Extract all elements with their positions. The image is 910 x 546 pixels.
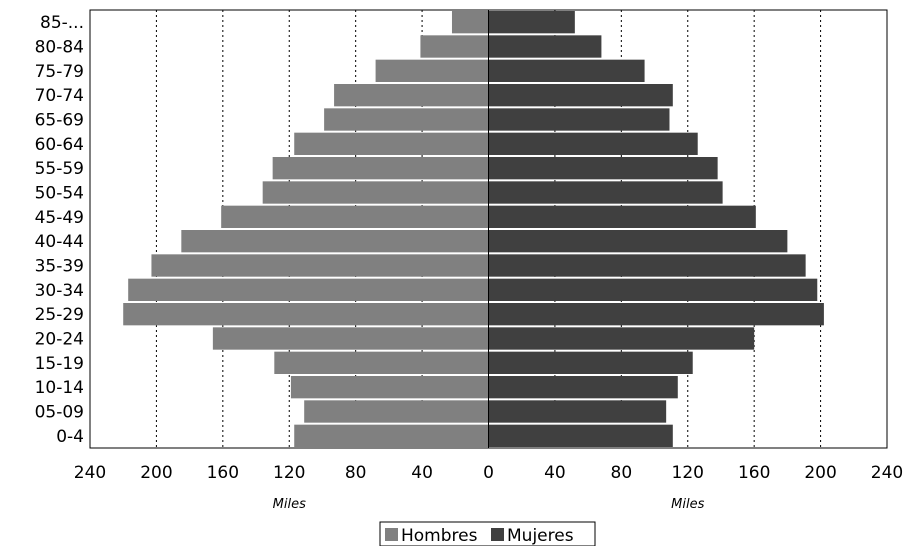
- bar-hombres: [304, 400, 489, 423]
- x-tick-label: 120: [273, 463, 305, 483]
- category-label: 45-49: [35, 208, 84, 228]
- bar-hombres: [274, 351, 489, 374]
- bar-hombres: [375, 59, 489, 82]
- x-tick-label: 40: [411, 463, 433, 483]
- category-label: 70-74: [35, 86, 84, 106]
- x-tick-label: 160: [738, 463, 770, 483]
- bar-mujeres: [488, 181, 723, 204]
- bar-mujeres: [488, 254, 806, 277]
- bar-mujeres: [488, 205, 756, 228]
- bar-hombres: [294, 132, 489, 155]
- bar-hombres: [334, 84, 489, 107]
- bars-group: [123, 10, 824, 448]
- category-label: 30-34: [35, 281, 84, 301]
- x-tick-label: 200: [804, 463, 836, 483]
- legend-swatch-mujeres: [491, 528, 504, 541]
- legend-label-hombres: Hombres: [401, 526, 478, 546]
- category-label: 65-69: [35, 111, 84, 131]
- legend: Hombres Mujeres: [379, 521, 596, 546]
- bar-hombres: [420, 35, 489, 58]
- x-axis-unit-left: Miles: [273, 497, 306, 512]
- x-tick-label: 240: [74, 463, 106, 483]
- x-axis-unit-right: Miles: [671, 497, 704, 512]
- bar-hombres: [212, 327, 489, 350]
- grid-lines: [155, 10, 822, 448]
- bar-hombres: [272, 157, 489, 180]
- category-label: 05-09: [35, 403, 84, 423]
- bar-hombres: [451, 11, 489, 34]
- bar-hombres: [151, 254, 489, 277]
- category-label: 10-14: [35, 378, 84, 398]
- x-tick-label: 80: [611, 463, 633, 483]
- bar-hombres: [123, 303, 489, 326]
- x-tick-labels: 240 200 160 120 80 40 0 40 80 120 160 200 240: [74, 463, 903, 483]
- x-tick-label: 240: [871, 463, 903, 483]
- bar-mujeres: [488, 400, 667, 423]
- category-label: 20-24: [35, 330, 84, 350]
- bar-mujeres: [488, 11, 575, 34]
- bar-mujeres: [488, 108, 670, 131]
- bar-mujeres: [488, 59, 645, 82]
- bar-hombres: [324, 108, 489, 131]
- legend-label-mujeres: Mujeres: [507, 526, 574, 546]
- category-label: 15-19: [35, 354, 84, 374]
- category-label: 35-39: [35, 257, 84, 277]
- x-tick-label: 160: [207, 463, 239, 483]
- bar-hombres: [294, 424, 489, 447]
- category-label: 80-84: [35, 38, 84, 58]
- category-label: 25-29: [35, 305, 84, 325]
- category-label: 50-54: [35, 184, 84, 204]
- category-label: 40-44: [35, 232, 84, 252]
- bar-mujeres: [488, 351, 693, 374]
- bar-mujeres: [488, 132, 698, 155]
- legend-box: [379, 521, 596, 546]
- bar-mujeres: [488, 157, 718, 180]
- bar-mujeres: [488, 84, 673, 107]
- bar-hombres: [290, 376, 489, 399]
- category-label: 55-59: [35, 159, 84, 179]
- bar-mujeres: [488, 230, 788, 253]
- category-label: 85-...: [40, 13, 84, 33]
- bar-mujeres: [488, 327, 755, 350]
- plot-frame: [89, 9, 888, 449]
- bar-hombres: [221, 205, 489, 228]
- bar-hombres: [128, 278, 489, 301]
- bar-mujeres: [488, 303, 824, 326]
- x-tick-label: 120: [672, 463, 704, 483]
- bar-mujeres: [488, 376, 678, 399]
- x-tick-label: 0: [483, 463, 494, 483]
- bar-mujeres: [488, 35, 602, 58]
- x-tick-label: 80: [345, 463, 367, 483]
- legend-swatch-hombres: [385, 528, 398, 541]
- bar-mujeres: [488, 424, 673, 447]
- x-tick-label: 200: [140, 463, 172, 483]
- bar-hombres: [262, 181, 489, 204]
- category-label: 60-64: [35, 135, 84, 155]
- bar-mujeres: [488, 278, 818, 301]
- category-labels: 85-... 80-84 75-79 70-74 65-69 60-64 55-59 50-5…: [35, 13, 84, 447]
- category-label: 75-79: [35, 62, 84, 82]
- x-tick-label: 40: [544, 463, 566, 483]
- bar-hombres: [181, 230, 489, 253]
- category-label: 0-4: [56, 427, 84, 447]
